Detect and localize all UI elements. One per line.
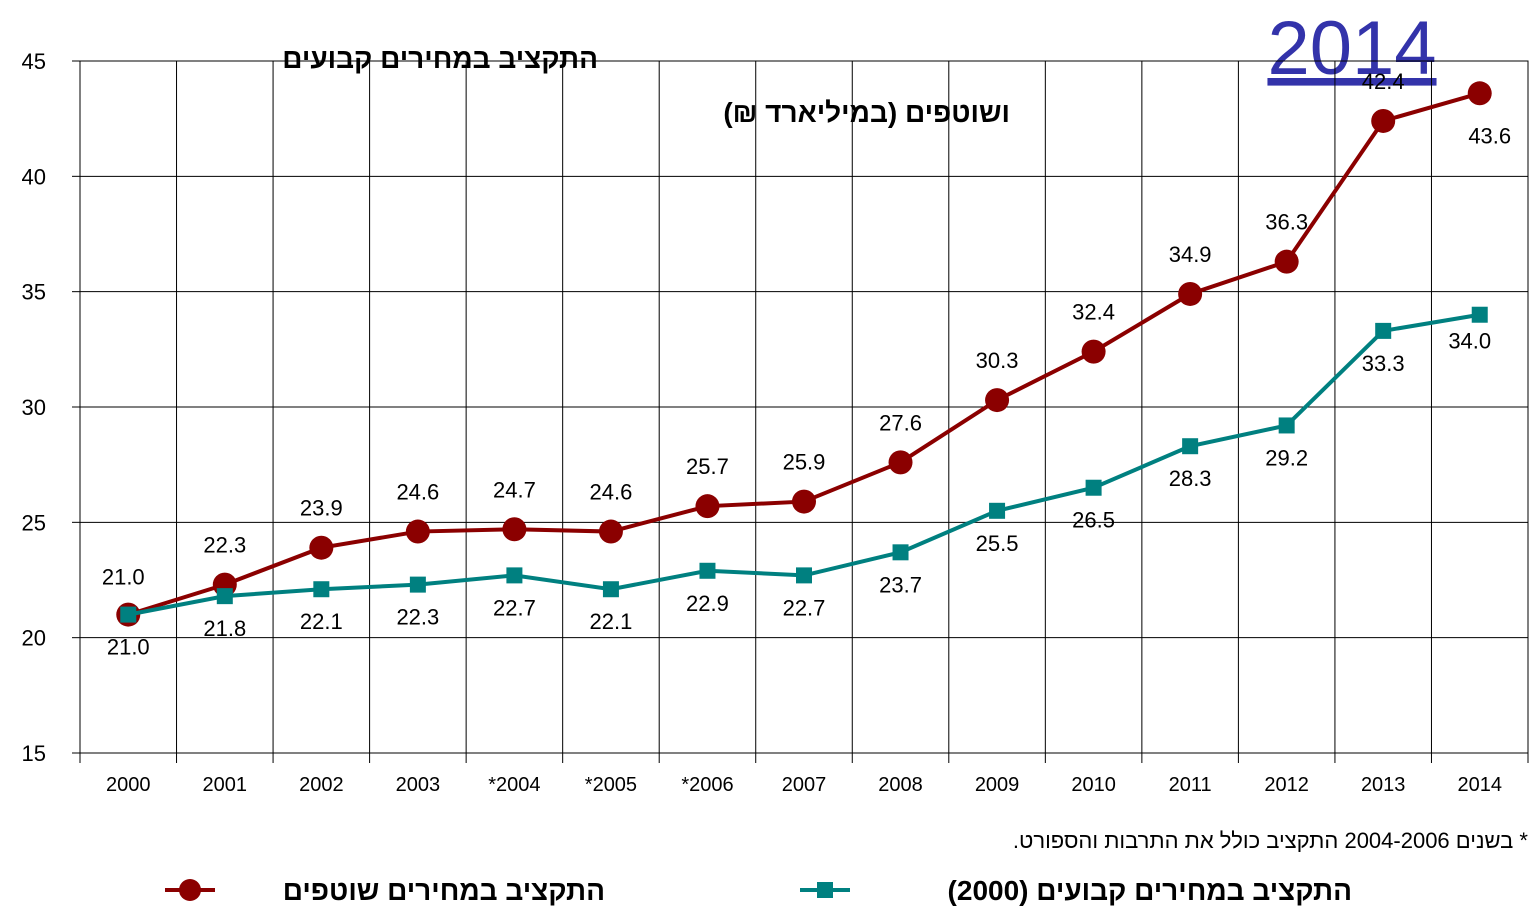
point [1178,281,1203,306]
point [1278,417,1295,434]
point [985,388,1010,413]
value-label: 21.0 [107,635,150,660]
point [1375,322,1392,339]
point [1371,108,1396,133]
x-tick-label: *2006 [681,774,733,796]
value-label: 33.3 [1362,351,1405,376]
value-label: 22.1 [590,609,633,634]
value-label: 32.4 [1072,300,1115,325]
y-tick-label: 40 [22,164,46,189]
point [409,576,426,593]
legend-marker [179,879,201,901]
value-label: 27.6 [879,410,922,435]
value-label: 36.3 [1265,210,1308,235]
x-tick-label: 2001 [203,774,248,796]
value-label: 21.0 [102,565,145,590]
series-line [127,91,1481,617]
value-label: 28.3 [1169,466,1212,491]
value-label: 23.7 [879,572,922,597]
value-label: 34.9 [1169,242,1212,267]
point [1274,249,1299,274]
point [309,535,334,560]
point [792,489,816,514]
value-label: 22.1 [300,609,343,634]
value-label: 34.0 [1448,329,1491,354]
y-tick-label: 45 [22,49,46,74]
value-label: 25.5 [976,531,1019,556]
value-label: 43.6 [1468,123,1511,148]
value-label: 29.2 [1265,445,1308,470]
x-tick-label: *2004 [488,774,540,796]
x-tick-label: 2010 [1071,774,1116,796]
point [1467,81,1492,106]
chart-title: התקציב במחירים קבועים [282,43,598,74]
legend-marker [817,882,833,898]
x-tick-label: *2005 [585,774,637,796]
value-label: 24.6 [396,480,439,505]
legend-label: התקציב במחירים קבועים (2000) [948,875,1352,906]
point [888,450,913,475]
point [216,588,233,605]
point [602,581,619,598]
point [313,581,330,598]
value-label: 22.9 [686,591,729,616]
point [598,519,623,544]
value-label: 25.9 [783,450,826,475]
x-tick-label: 2003 [396,774,441,796]
point [699,562,716,579]
point [1081,339,1106,364]
value-label: 23.9 [300,496,343,521]
y-tick-label: 15 [22,741,46,766]
legend-label: התקציב במחירים שוטפים [283,875,605,906]
x-tick-label: 2014 [1457,774,1502,796]
point [695,494,720,519]
y-tick-label: 30 [22,395,46,420]
x-tick-label: 2008 [878,774,923,796]
footnote: * בשנים 2004-2006 התקציב כולל את התרבות … [1013,828,1529,853]
x-tick-label: 2013 [1361,774,1406,796]
point [1182,438,1199,455]
x-tick-label: 2000 [106,774,151,796]
y-tick-label: 20 [22,626,46,651]
chart-subtitle: ושוטפים (במיליארד ₪) [723,97,1010,128]
point [1085,479,1102,496]
value-label: 22.3 [203,533,246,558]
value-label: 22.3 [396,605,439,630]
point [502,517,527,542]
value-label: 25.7 [686,454,729,479]
point [989,502,1006,519]
point [120,606,137,623]
value-label: 42.4 [1362,69,1405,94]
value-label: 22.7 [783,595,826,620]
value-label: 22.7 [493,595,536,620]
y-tick-label: 25 [22,510,46,535]
value-label: 24.7 [493,477,536,502]
value-label: 30.3 [976,348,1019,373]
x-tick-label: 2007 [782,774,827,796]
value-label: 21.8 [203,616,246,641]
annotation[interactable]: 2014 [1267,6,1436,91]
point [506,567,523,584]
point [892,544,909,561]
point [796,567,812,584]
value-label: 24.6 [590,480,633,505]
x-tick-label: 2009 [975,774,1020,796]
x-tick-label: 2002 [299,774,344,796]
x-tick-label: 2011 [1169,774,1212,796]
y-tick-label: 35 [22,280,46,305]
value-label: 26.5 [1072,508,1115,533]
point [405,519,430,544]
x-tick-label: 2012 [1264,774,1309,796]
point [1471,306,1488,323]
